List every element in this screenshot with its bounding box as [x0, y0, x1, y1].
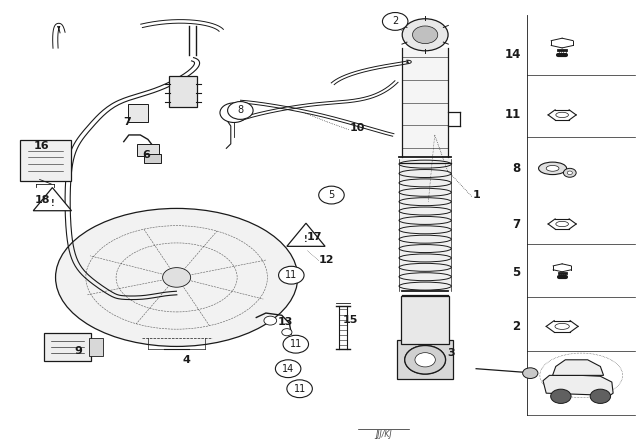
Polygon shape: [543, 375, 613, 396]
Text: 8: 8: [513, 162, 521, 175]
Circle shape: [404, 345, 445, 374]
Ellipse shape: [539, 162, 566, 175]
Circle shape: [275, 360, 301, 378]
Ellipse shape: [546, 165, 559, 171]
Text: 2: 2: [513, 320, 521, 333]
Circle shape: [415, 353, 435, 367]
Circle shape: [563, 168, 576, 177]
Circle shape: [550, 389, 571, 404]
Circle shape: [278, 266, 304, 284]
Text: 11: 11: [504, 108, 521, 121]
Ellipse shape: [556, 221, 568, 227]
Circle shape: [523, 368, 538, 379]
Circle shape: [228, 102, 253, 119]
Text: 17: 17: [307, 233, 323, 242]
Circle shape: [282, 329, 292, 336]
Ellipse shape: [556, 112, 568, 117]
Circle shape: [163, 267, 191, 287]
FancyBboxPatch shape: [89, 338, 102, 356]
Text: 14: 14: [504, 48, 521, 61]
Text: !: !: [304, 235, 308, 244]
Ellipse shape: [56, 208, 298, 346]
Circle shape: [383, 13, 408, 30]
FancyBboxPatch shape: [169, 76, 197, 107]
Text: 9: 9: [74, 346, 82, 356]
Circle shape: [414, 352, 436, 368]
Text: 10: 10: [349, 123, 365, 133]
Bar: [401, 296, 449, 344]
Text: !: !: [51, 199, 54, 208]
Circle shape: [319, 186, 344, 204]
FancyBboxPatch shape: [127, 104, 148, 122]
Text: 7: 7: [123, 116, 131, 127]
Circle shape: [264, 316, 276, 325]
Text: 18: 18: [35, 194, 51, 205]
FancyBboxPatch shape: [44, 332, 92, 361]
FancyBboxPatch shape: [20, 140, 72, 181]
FancyBboxPatch shape: [137, 144, 159, 156]
Circle shape: [220, 103, 248, 122]
Text: 1: 1: [472, 190, 480, 200]
Text: 4: 4: [182, 355, 190, 365]
Text: 11: 11: [290, 339, 302, 349]
Text: 6: 6: [143, 150, 150, 160]
Circle shape: [404, 345, 445, 374]
Circle shape: [287, 380, 312, 398]
Text: 5: 5: [513, 267, 521, 280]
Text: 8: 8: [237, 105, 243, 116]
Text: 15: 15: [343, 315, 358, 325]
Bar: [399, 159, 451, 291]
FancyBboxPatch shape: [144, 154, 161, 163]
Bar: [402, 48, 448, 157]
Text: 14: 14: [282, 364, 294, 374]
Circle shape: [590, 389, 611, 404]
Circle shape: [567, 171, 572, 175]
Circle shape: [402, 19, 448, 51]
Text: 3: 3: [447, 348, 454, 358]
Polygon shape: [33, 188, 72, 211]
Text: 2: 2: [392, 17, 398, 26]
Text: 13: 13: [277, 317, 292, 327]
Text: 11: 11: [294, 384, 306, 394]
Circle shape: [413, 26, 438, 43]
Text: 16: 16: [34, 141, 49, 151]
FancyBboxPatch shape: [397, 340, 453, 379]
Ellipse shape: [555, 323, 570, 329]
Text: 7: 7: [513, 217, 521, 231]
Text: 12: 12: [319, 254, 334, 265]
Polygon shape: [287, 223, 325, 246]
Polygon shape: [552, 360, 604, 375]
Circle shape: [283, 335, 308, 353]
Text: 11: 11: [285, 270, 298, 280]
Text: JJJ/KJ: JJJ/KJ: [376, 430, 392, 439]
Text: 5: 5: [328, 190, 335, 200]
